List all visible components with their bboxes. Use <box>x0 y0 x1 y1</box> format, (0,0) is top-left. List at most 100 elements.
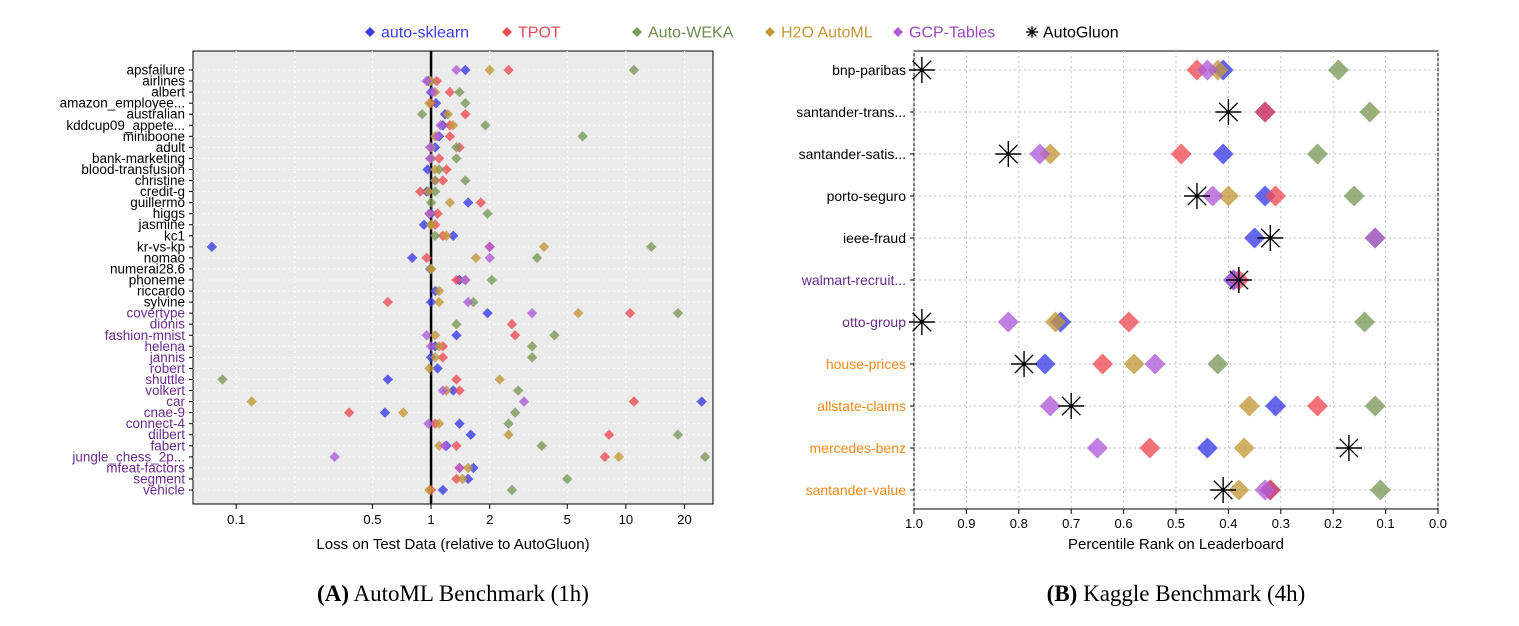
panel-a-points <box>206 64 711 496</box>
point-auto-sklearn-santander-satis <box>1212 143 1234 165</box>
point-auto-weka-otto-group <box>1354 311 1376 333</box>
dataset-label-higgs: higgs <box>153 206 186 221</box>
point-auto-weka-covertype <box>672 307 684 319</box>
point-h2o-automl-fashion-mnist <box>429 330 441 341</box>
point-tpot-volkert <box>454 385 465 396</box>
point-tpot-christine <box>437 175 449 186</box>
panel-a-caption: (A) AutoML Benchmark (1h) <box>317 581 589 606</box>
panel-a-x-axis-label: Loss on Test Data (relative to AutoGluon… <box>316 536 589 553</box>
legend-item-tpot: TPOT <box>502 25 561 42</box>
point-h2o-automl-otto-group <box>1044 311 1066 333</box>
point-auto-weka-dilbert <box>672 429 684 440</box>
legend-label: H2O AutoML <box>781 25 873 42</box>
point-auto-weka-fashion-mnist <box>549 330 560 341</box>
point-h2o-automl-mfeat-factors <box>462 462 474 474</box>
dataset-label-jasmine: jasmine <box>137 217 185 232</box>
point-auto-weka-bank-marketing <box>451 153 462 164</box>
x-tick-label: 0.0 <box>1429 516 1447 531</box>
point-tpot-higgs <box>432 208 443 219</box>
point-auto-sklearn-covertype <box>482 307 493 319</box>
dataset-label-apsfailure: apsfailure <box>126 63 185 78</box>
point-gcp-tables-ieee-fraud <box>1364 227 1386 249</box>
x-tick-label: 0.5 <box>1167 516 1185 531</box>
point-autogluon-allstate-claims <box>1058 393 1085 419</box>
point-autogluon-house-prices <box>1011 351 1038 377</box>
x-tick-label: 0.6 <box>1115 516 1133 531</box>
legend-item-autogluon: AutoGluon <box>1026 25 1119 42</box>
point-tpot-santander-satis <box>1170 143 1192 165</box>
point-auto-weka-bnp-paribas <box>1327 59 1349 81</box>
point-gcp-tables-bank-marketing <box>425 153 436 164</box>
panel-b-x-axis-label: Percentile Rank on Leaderboard <box>1068 536 1284 553</box>
point-auto-sklearn-segment <box>462 473 474 485</box>
point-tpot-australian <box>460 109 471 120</box>
point-auto-weka-kr-vs-kp <box>646 241 657 253</box>
dataset-label-sylvine: sylvine <box>144 295 185 310</box>
panel-b-caption: (B) Kaggle Benchmark (4h) <box>1047 581 1306 606</box>
dataset-label-airlines: airlines <box>142 74 185 89</box>
point-h2o-automl-allstate-claims <box>1238 395 1260 417</box>
point-auto-sklearn-apsfailure <box>460 64 471 76</box>
point-gcp-tables-apsfailure <box>451 64 462 76</box>
competition-label-mercedes-benz: mercedes-benz <box>810 440 907 456</box>
point-auto-sklearn-house-prices <box>1034 353 1056 375</box>
x-tick-label: 1.0 <box>905 516 923 531</box>
point-auto-weka-dionis <box>451 319 462 330</box>
point-auto-weka-apsfailure <box>628 64 640 76</box>
point-gcp-tables-fashion-mnist <box>421 330 432 341</box>
dataset-label-kddcup09-appete: kddcup09_appete... <box>66 118 185 133</box>
dataset-label-australian: australian <box>126 107 185 122</box>
point-gcp-tables-santander-value <box>1254 479 1276 501</box>
point-gcp-tables-mfeat-factors <box>454 462 465 474</box>
legend-marker-diamond-icon <box>365 27 375 37</box>
legend-label: GCP-Tables <box>909 25 995 42</box>
point-auto-weka-cnae-9 <box>509 407 521 418</box>
point-h2o-automl-covertype <box>573 307 584 319</box>
point-gcp-tables-connect-4 <box>423 418 434 429</box>
point-gcp-tables-nomao <box>484 252 495 264</box>
competition-label-house-prices: house-prices <box>826 356 906 372</box>
point-auto-sklearn-cnae-9 <box>379 407 391 418</box>
dataset-label-car: car <box>166 394 185 409</box>
legend-marker-diamond-icon <box>502 27 512 37</box>
point-auto-weka-kc1 <box>429 230 441 241</box>
panel-b-competition-labels: bnp-paribas santander-trans... santander-s… <box>796 62 914 498</box>
point-tpot-credit-g <box>415 186 426 197</box>
point-tpot-santander-trans <box>1254 101 1276 123</box>
dataset-label-numerai28-6: numerai28.6 <box>110 261 185 276</box>
point-auto-sklearn-car <box>696 396 707 407</box>
competition-label-santander-value: santander-value <box>806 482 907 498</box>
point-gcp-tables-volkert <box>437 385 449 396</box>
point-auto-weka-jannis <box>526 352 538 363</box>
point-auto-weka-jungle-chess-2p <box>699 451 711 463</box>
point-auto-sklearn-dilbert <box>465 429 477 440</box>
point-auto-weka-segment <box>562 473 573 485</box>
competition-label-porto-seguro: porto-seguro <box>827 188 907 204</box>
point-auto-weka-allstate-claims <box>1364 395 1386 417</box>
point-h2o-automl-cnae-9 <box>398 407 409 418</box>
point-tpot-blood-transfusion <box>441 164 452 175</box>
competition-label-santander-satis: santander-satis... <box>799 146 906 162</box>
dataset-label-shuttle: shuttle <box>145 372 185 387</box>
dataset-label-dilbert: dilbert <box>148 427 185 442</box>
x-tick-label: 0.5 <box>363 512 381 527</box>
point-h2o-automl-christine <box>429 175 441 186</box>
point-h2o-automl-blood-transfusion <box>429 164 441 175</box>
point-gcp-tables-covertype <box>526 307 538 319</box>
point-auto-weka-fabert <box>536 440 547 451</box>
point-gcp-tables-albert <box>427 86 438 98</box>
x-tick-label: 2 <box>486 512 493 527</box>
x-tick-label: 20 <box>677 512 691 527</box>
x-tick-label: 0.3 <box>1272 516 1290 531</box>
dataset-label-credit-g: credit-g <box>140 184 185 199</box>
x-tick-label: 5 <box>564 512 571 527</box>
point-auto-sklearn-volkert <box>448 385 459 396</box>
point-auto-sklearn-kc1 <box>448 230 459 241</box>
dataset-label-kc1: kc1 <box>164 228 185 243</box>
legend-item-gcp-tables: GCP-Tables <box>893 25 995 42</box>
point-autogluon-santander-value <box>1210 477 1237 503</box>
dataset-label-volkert: volkert <box>145 383 185 398</box>
point-h2o-automl-vehicle <box>424 484 435 496</box>
point-tpot-dionis <box>506 319 518 330</box>
